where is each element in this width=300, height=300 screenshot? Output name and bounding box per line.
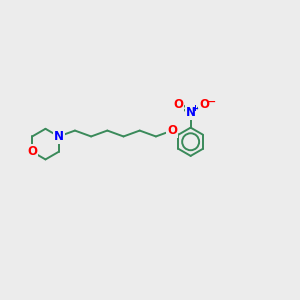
Text: −: − xyxy=(207,97,216,107)
Text: O: O xyxy=(27,145,37,158)
Text: +: + xyxy=(191,104,198,113)
Text: O: O xyxy=(199,98,209,111)
Text: O: O xyxy=(173,98,183,111)
Text: N: N xyxy=(54,130,64,143)
Text: N: N xyxy=(186,106,196,119)
Text: O: O xyxy=(167,124,177,137)
